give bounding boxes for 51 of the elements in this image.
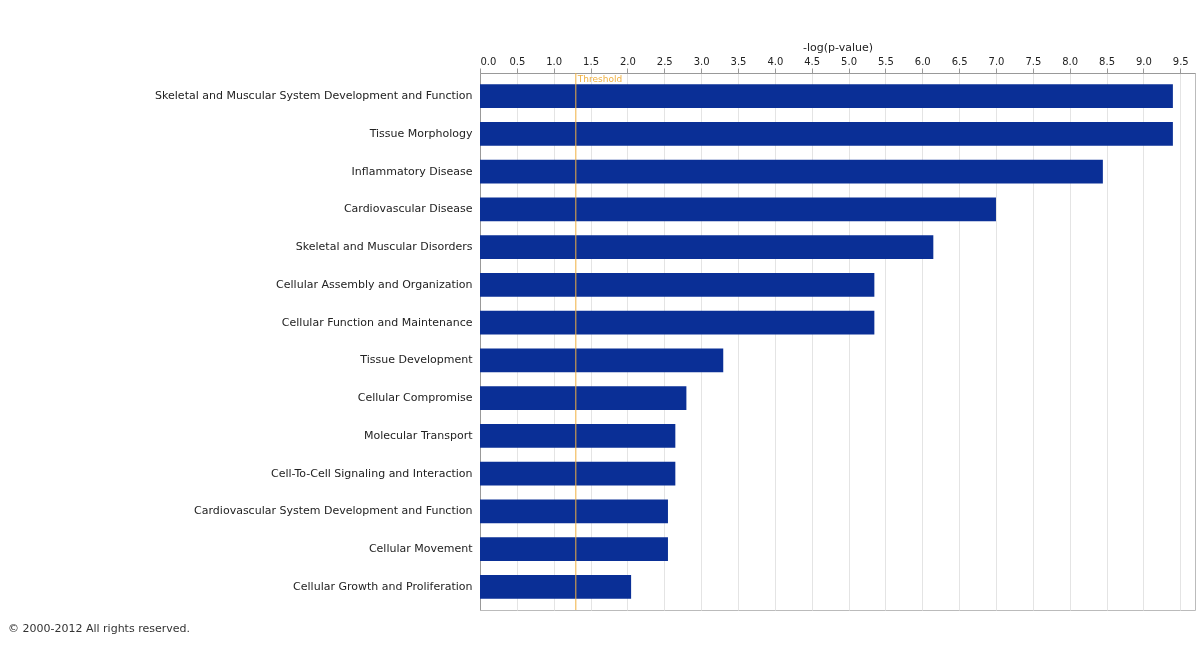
y-tick-label: Cellular Assembly and Organization	[276, 277, 473, 291]
x-tick-label: 2.5	[656, 55, 673, 67]
y-tick-label: Cellular Function and Maintenance	[281, 315, 473, 329]
bar	[480, 461, 676, 486]
y-tick-label: Tissue Morphology	[368, 126, 473, 140]
x-tick-label: 8.0	[1062, 55, 1079, 67]
x-tick-label: 4.5	[804, 55, 821, 67]
y-tick-label: Skeletal and Muscular System Development and Function	[155, 89, 473, 103]
x-tick-label: 0.0	[480, 55, 497, 67]
y-tick-label: Cellular Movement	[368, 542, 474, 556]
y-tick-label: Cellular Compromise	[357, 391, 473, 405]
y-tick-label: Cardiovascular Disease	[343, 202, 473, 216]
x-tick-label: 6.5	[951, 55, 968, 67]
x-tick-label: 5.0	[841, 55, 858, 67]
y-tick-label: Inflammatory Disease	[351, 164, 473, 178]
bar	[480, 574, 632, 599]
bar	[480, 197, 996, 222]
bar	[480, 159, 1103, 184]
y-tick-label: Molecular Transport	[364, 428, 474, 442]
bar	[480, 310, 875, 335]
bar	[480, 423, 676, 448]
x-tick-label: 3.5	[730, 55, 747, 67]
bar	[480, 537, 668, 561]
y-tick-label: Cellular Growth and Proliferation	[293, 579, 473, 593]
x-tick-label: 7.5	[1025, 55, 1042, 67]
y-tick-label: Tissue Development	[359, 353, 474, 367]
x-tick-label: 9.0	[1135, 55, 1152, 67]
text: © 2000-2012 All rights reserved.	[8, 622, 190, 635]
x-tick-label: 3.0	[693, 55, 710, 67]
x-tick-label: 2.0	[619, 55, 636, 67]
x-tick-label: 1.5	[583, 55, 600, 67]
bar	[480, 499, 668, 524]
bar	[480, 348, 724, 373]
x-tick-label: 5.5	[877, 55, 894, 67]
x-axis-title: -log(p-value)	[802, 40, 874, 54]
y-tick-label: Cardiovascular System Development and Function	[194, 504, 473, 518]
x-tick-label: 9.5	[1172, 55, 1189, 67]
bar	[480, 273, 875, 297]
x-tick-label: 1.0	[546, 55, 563, 67]
y-tick-label: Cell-To-Cell Signaling and Interaction	[271, 466, 473, 480]
x-tick-label: 0.5	[509, 55, 526, 67]
x-tick-label: 4.0	[767, 55, 784, 67]
bar	[480, 235, 934, 260]
bar	[480, 386, 687, 410]
x-tick-label: 8.5	[1099, 55, 1115, 67]
ref-line-label: Threshold	[576, 74, 623, 84]
bar	[480, 122, 1173, 146]
y-tick-label: Skeletal and Muscular Disorders	[295, 240, 473, 254]
x-tick-label: 6.0	[914, 55, 931, 67]
bar	[480, 84, 1173, 109]
x-tick-label: 7.0	[988, 55, 1005, 67]
